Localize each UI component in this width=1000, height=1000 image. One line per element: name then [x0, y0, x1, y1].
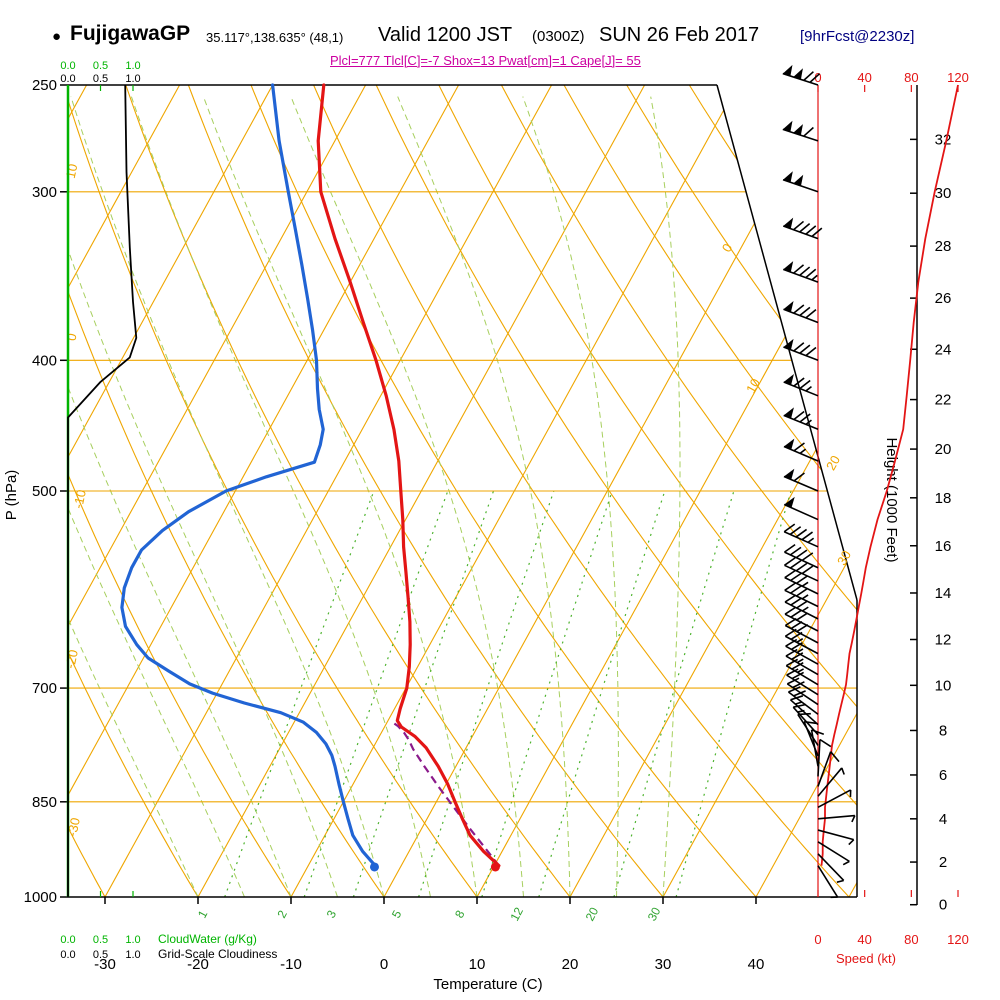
svg-text:120: 120	[947, 70, 969, 85]
svg-text:-20: -20	[187, 956, 209, 973]
svg-text:10: 10	[935, 677, 952, 694]
svg-text:Speed (kt): Speed (kt)	[836, 951, 896, 966]
svg-text:20: 20	[935, 441, 952, 458]
svg-text:0.5: 0.5	[93, 60, 108, 72]
svg-text:700: 700	[32, 680, 57, 697]
svg-text:40: 40	[857, 70, 871, 85]
svg-text:500: 500	[32, 483, 57, 500]
svg-text:1.0: 1.0	[125, 73, 140, 85]
station-marker-dot: ●	[52, 28, 62, 45]
svg-text:1.0: 1.0	[125, 949, 140, 961]
svg-text:1.0: 1.0	[125, 60, 140, 72]
svg-text:1000: 1000	[24, 889, 57, 906]
svg-text:20: 20	[583, 905, 602, 924]
svg-text:18: 18	[935, 490, 952, 507]
station-name: FujigawaGP	[70, 22, 191, 45]
svg-text:0: 0	[814, 70, 821, 85]
svg-text:CloudWater (g/Kg): CloudWater (g/Kg)	[158, 932, 257, 946]
svg-text:1: 1	[195, 908, 211, 921]
svg-text:4: 4	[939, 811, 947, 828]
svg-text:8: 8	[452, 908, 468, 921]
svg-text:Temperature (C): Temperature (C)	[433, 976, 542, 993]
svg-text:-10: -10	[70, 488, 89, 510]
svg-text:32: 32	[935, 131, 952, 148]
svg-text:16: 16	[935, 538, 952, 555]
svg-text:10: 10	[63, 162, 81, 179]
stability-indices: Plcl=777 Tlcl[C]=-7 Shox=13 Pwat[cm]=1 C…	[330, 53, 641, 68]
station-coords: 35.117°,138.635° (48,1)	[206, 30, 344, 45]
forecast-lead-tag: [9hrFcst@2230z]	[800, 28, 915, 45]
svg-text:1.0: 1.0	[125, 934, 140, 946]
svg-text:80: 80	[904, 932, 918, 947]
svg-text:0.5: 0.5	[93, 949, 108, 961]
svg-text:850: 850	[32, 794, 57, 811]
svg-text:10: 10	[469, 956, 486, 973]
wind-barbs	[782, 64, 856, 899]
svg-text:28: 28	[935, 238, 952, 255]
svg-text:22: 22	[935, 392, 952, 409]
svg-text:30: 30	[935, 185, 952, 202]
svg-text:80: 80	[904, 70, 918, 85]
svg-text:14: 14	[935, 585, 952, 602]
svg-text:400: 400	[32, 352, 57, 369]
svg-text:3: 3	[324, 908, 340, 921]
svg-text:5: 5	[389, 908, 405, 921]
svg-text:40: 40	[748, 956, 765, 973]
svg-text:2: 2	[274, 908, 290, 921]
valid-time: Valid 1200 JST	[378, 24, 513, 46]
svg-text:P (hPa): P (hPa)	[3, 470, 20, 521]
svg-text:250: 250	[32, 77, 57, 94]
svg-text:-30: -30	[94, 956, 116, 973]
svg-text:0.0: 0.0	[60, 60, 75, 72]
svg-text:40: 40	[857, 932, 871, 947]
valid-utc: (0300Z)	[532, 28, 585, 45]
svg-text:30: 30	[655, 956, 672, 973]
svg-text:8: 8	[939, 722, 947, 739]
svg-text:0.0: 0.0	[60, 934, 75, 946]
svg-text:2: 2	[939, 854, 947, 871]
svg-text:10: 10	[743, 376, 763, 396]
svg-text:0: 0	[939, 897, 947, 914]
svg-text:24: 24	[935, 341, 952, 358]
valid-date: SUN 26 Feb 2017	[599, 24, 760, 46]
svg-text:20: 20	[823, 453, 843, 473]
svg-text:26: 26	[935, 290, 952, 307]
svg-text:0.5: 0.5	[93, 73, 108, 85]
svg-text:0: 0	[814, 932, 821, 947]
svg-text:0.5: 0.5	[93, 934, 108, 946]
svg-text:12: 12	[935, 632, 952, 649]
svg-text:120: 120	[947, 932, 969, 947]
svg-text:30: 30	[834, 548, 854, 568]
svg-text:Height (1000 Feet): Height (1000 Feet)	[883, 437, 900, 562]
svg-text:Grid-Scale Cloudiness: Grid-Scale Cloudiness	[158, 947, 277, 961]
svg-text:6: 6	[939, 767, 947, 784]
svg-text:-20: -20	[62, 648, 81, 670]
svg-text:-10: -10	[280, 956, 302, 973]
svg-text:0: 0	[380, 956, 388, 973]
svg-text:0.0: 0.0	[60, 949, 75, 961]
svg-text:20: 20	[562, 956, 579, 973]
svg-text:30: 30	[645, 905, 664, 924]
svg-text:12: 12	[507, 905, 526, 924]
svg-text:0.0: 0.0	[60, 73, 75, 85]
svg-text:0: 0	[64, 332, 80, 342]
svg-text:300: 300	[32, 184, 57, 201]
